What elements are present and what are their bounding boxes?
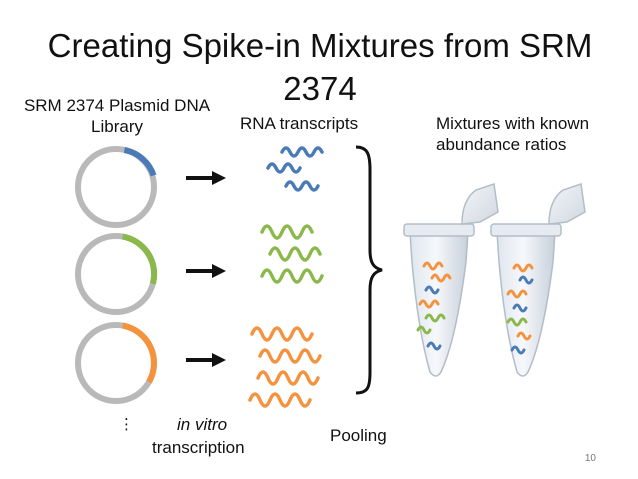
slide-number: 10 xyxy=(584,453,596,464)
in-vitro-label: in vitro xyxy=(177,415,228,434)
rna-squiggle-icon-blue xyxy=(266,146,324,192)
mixtures-label: Mixtures with known abundance ratios xyxy=(436,114,590,154)
plasmid-icon-blue xyxy=(75,146,157,228)
plasmid-icon-orange xyxy=(75,322,157,404)
arrow-right-icon xyxy=(186,171,226,367)
rna-transcripts-label: RNA transcripts xyxy=(240,114,359,133)
tube-icon-2 xyxy=(490,183,586,377)
rna-squiggle-icon-orange xyxy=(248,326,322,408)
slide-title: Creating Spike-in Mixtures from SRM 2374 xyxy=(47,27,593,107)
pooling-label: Pooling xyxy=(330,426,387,445)
rna-squiggle-icon-green xyxy=(260,224,324,284)
plasmid-library-label: SRM 2374 Plasmid DNA Library xyxy=(23,96,211,136)
more-plasmids-ellipsis: ⋮ xyxy=(119,416,134,433)
tube-icon-1 xyxy=(403,183,499,377)
transcription-label: transcription xyxy=(152,438,245,457)
plasmid-icon-green xyxy=(75,233,158,315)
brace-icon xyxy=(355,145,383,395)
